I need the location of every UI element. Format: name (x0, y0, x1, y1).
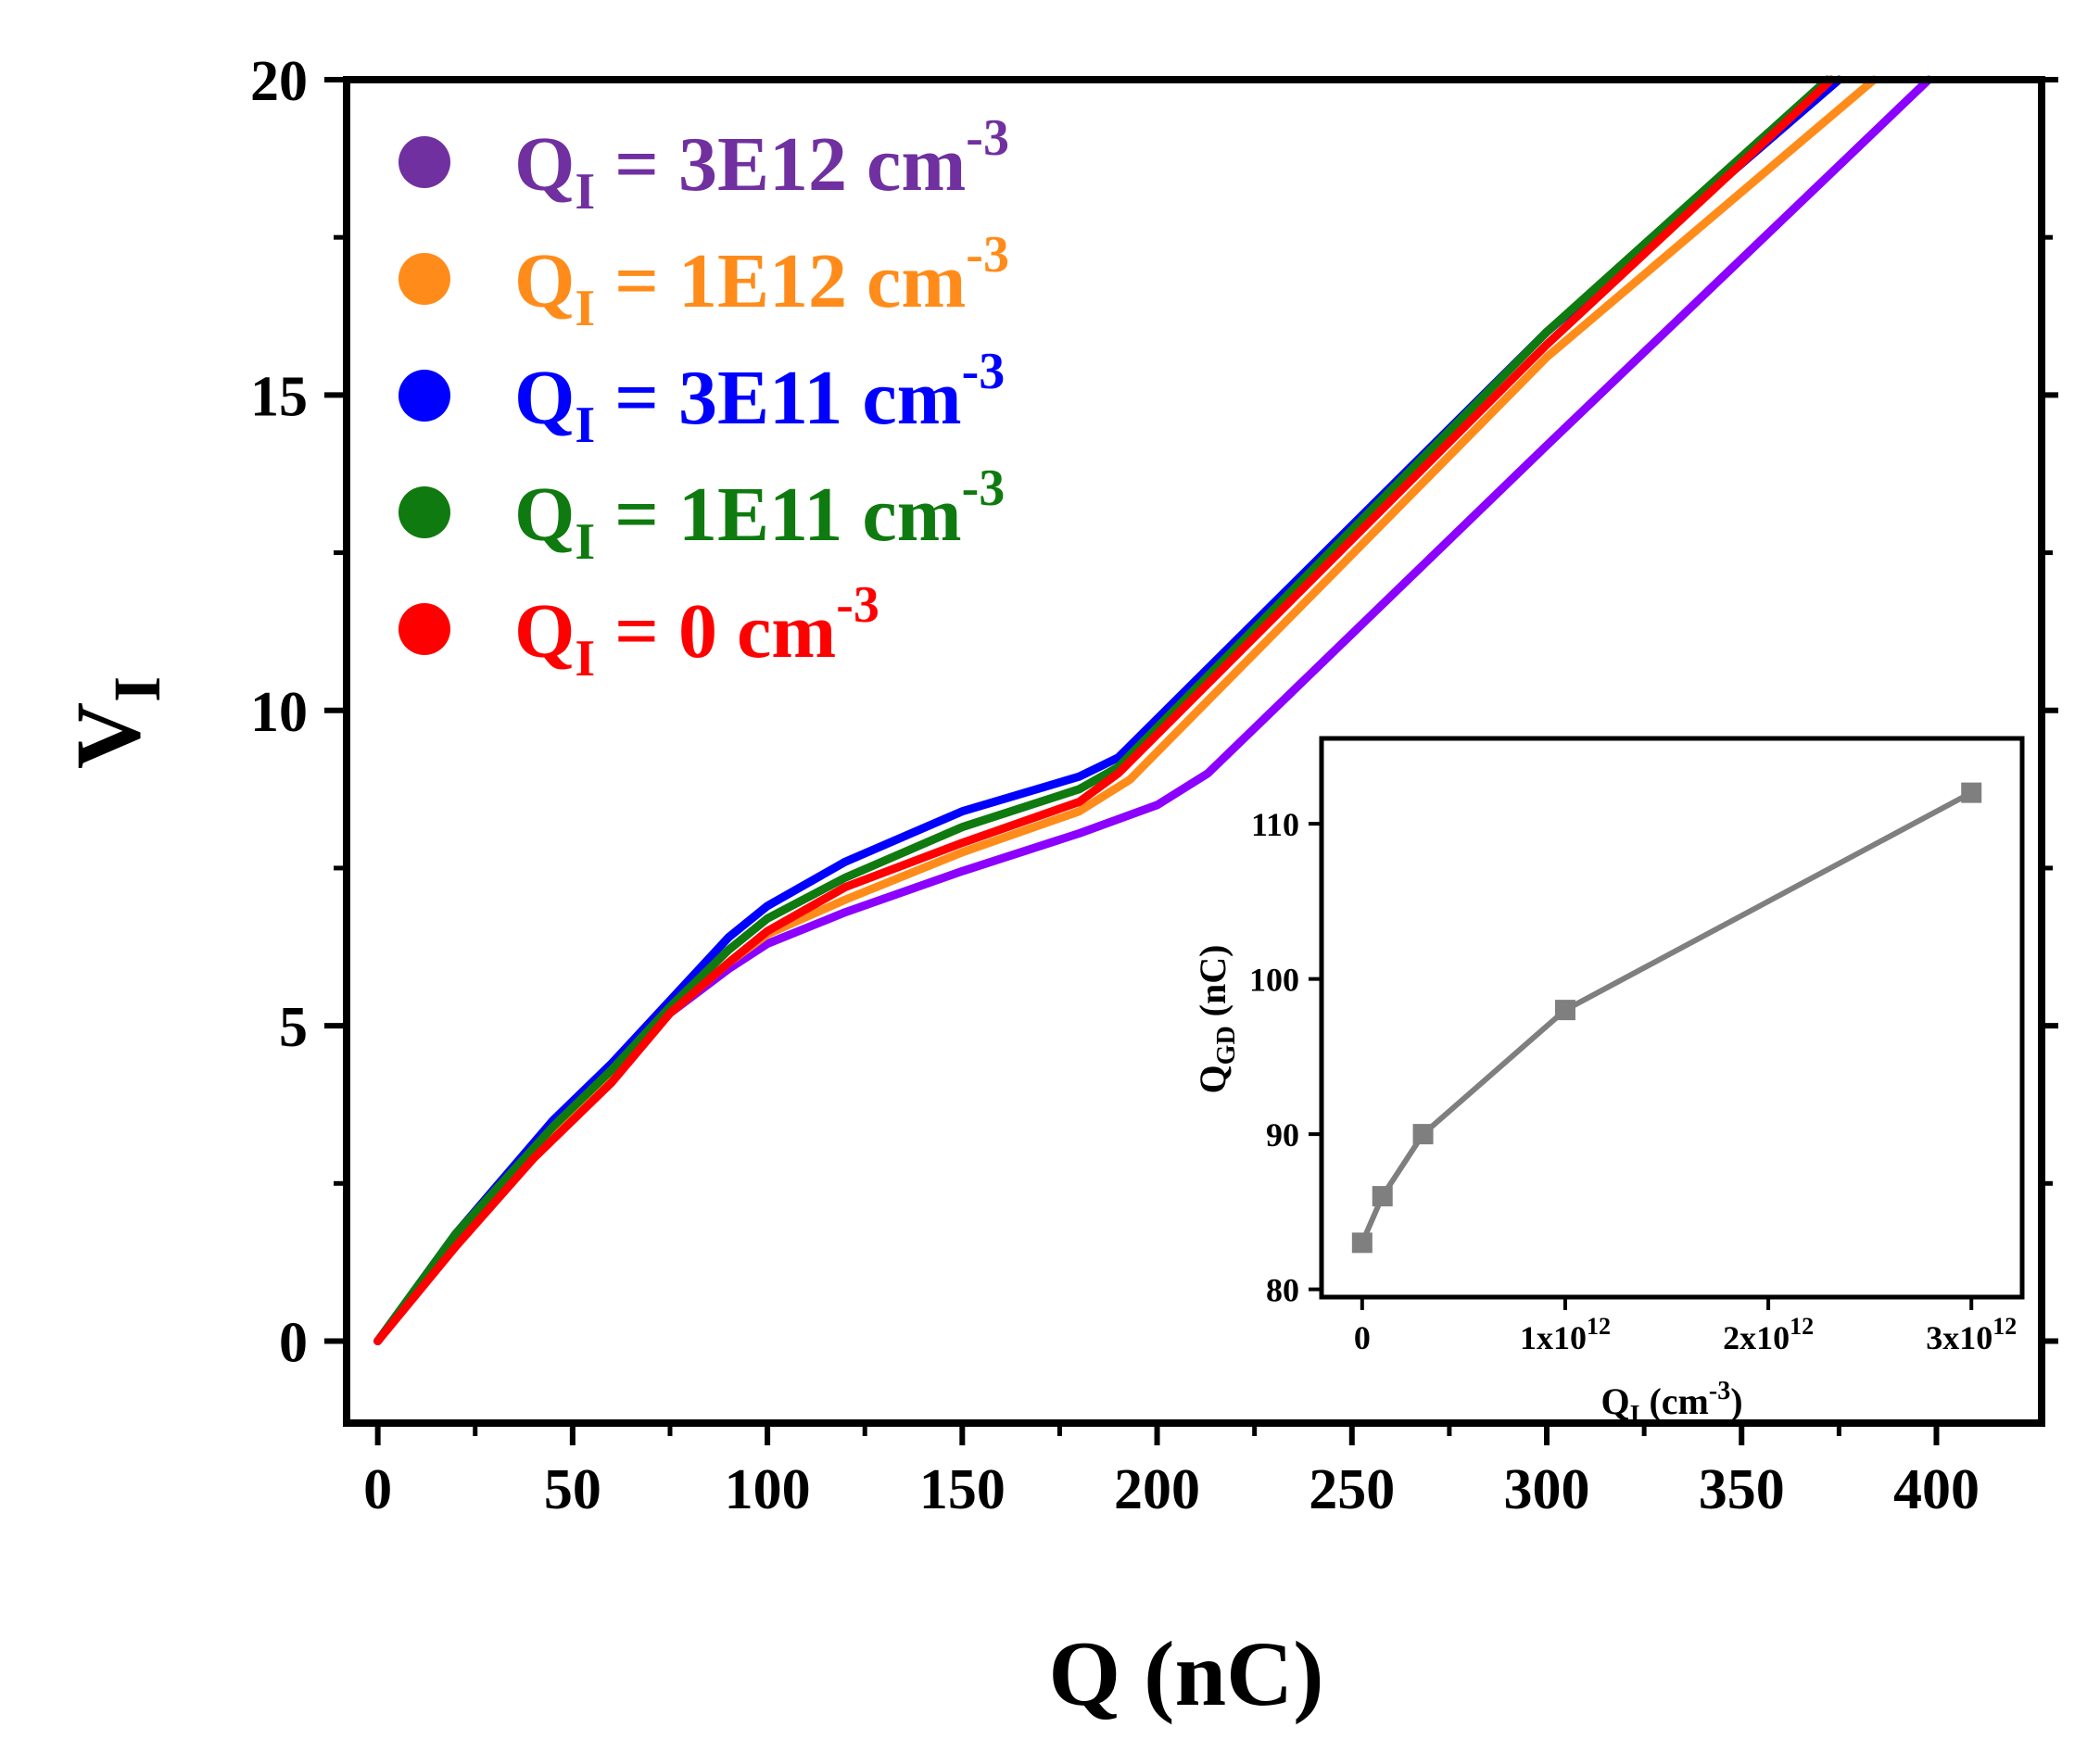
legend-marker-0 (398, 136, 450, 188)
inset-data-point (1412, 1124, 1434, 1145)
inset-data-point (1351, 1232, 1373, 1254)
y-tick-label: 20 (250, 50, 308, 113)
inset-y-tick-label: 110 (1251, 806, 1299, 843)
inset-series-group (1351, 782, 1982, 1254)
inset-data-point (1372, 1186, 1393, 1207)
main-series-group (373, 75, 1933, 1345)
inset-background (1322, 738, 2022, 1297)
inset-y-tick-label: 100 (1249, 962, 1299, 999)
legend-marker-2 (398, 370, 450, 422)
x-tick-label: 250 (1309, 1458, 1395, 1521)
x-tick-label: 400 (1893, 1458, 1980, 1521)
inset-x-tick-label: 0 (1354, 1319, 1371, 1356)
inset-data-point (1554, 1000, 1575, 1021)
inset-y-tick-label: 80 (1266, 1272, 1299, 1309)
y-tick-label: 5 (279, 996, 308, 1059)
x-tick-label: 200 (1114, 1458, 1200, 1521)
legend-label-4: QI = 0 cm-3 (514, 576, 879, 687)
x-tick-label: 300 (1504, 1458, 1590, 1521)
x-tick-label: 150 (919, 1458, 1006, 1521)
legend-label-0: QI = 3E12 cm-3 (514, 109, 1009, 221)
inset-plot-frame (1319, 736, 2025, 1300)
series-line-3 (373, 75, 1832, 1345)
legend-label-1: QI = 1E12 cm-3 (514, 226, 1009, 337)
y-axis-title: VI (57, 676, 174, 769)
inset-x-tick-label: 2x1012 (1723, 1313, 1814, 1356)
legend-marker-3 (398, 486, 450, 538)
x-tick-label: 0 (363, 1458, 392, 1521)
inset-tick-group: 0 1x1012 2x1012 3x1012 80 90 100 110 (1249, 806, 2017, 1356)
y-tick-label: 0 (279, 1312, 308, 1375)
y-tick-label: 10 (250, 681, 308, 744)
series-line-4 (373, 75, 1836, 1345)
inset-x-tick-label: 3x1012 (1926, 1313, 2017, 1356)
legend-label-3: QI = 1E11 cm-3 (514, 460, 1005, 571)
legend-label-2: QI = 3E11 cm-3 (514, 343, 1005, 454)
x-tick-label: 50 (544, 1458, 601, 1521)
inset-y-tick-label: 90 (1266, 1116, 1299, 1153)
inset-x-axis-title: QI (cm-3) (1600, 1377, 1742, 1430)
x-tick-label: 350 (1699, 1458, 1785, 1521)
inset-y-axis-title: QGD (nC) (1192, 945, 1241, 1094)
inset-data-point (1961, 782, 1982, 803)
x-axis-title: Q (nC) (1048, 1622, 1323, 1725)
main-plot-frame (343, 76, 2045, 1427)
legend: QI = 3E12 cm-3QI = 1E12 cm-3QI = 3E11 cm… (398, 109, 1009, 687)
legend-marker-1 (398, 253, 450, 305)
main-tick-group: 0 50 100 150 200 250 300 350 400 0 5 10 15 20 (250, 50, 2058, 1521)
y-axis-title-sub: I (100, 676, 174, 702)
series-line-2 (373, 75, 1843, 1345)
legend-marker-4 (398, 603, 450, 655)
x-tick-label: 100 (725, 1458, 811, 1521)
inset-chart: 0 1x1012 2x1012 3x1012 80 90 100 110 QGD (nC) Q… (1192, 736, 2025, 1430)
y-tick-label: 15 (250, 365, 308, 428)
inset-x-tick-label: 1x1012 (1520, 1313, 1611, 1356)
